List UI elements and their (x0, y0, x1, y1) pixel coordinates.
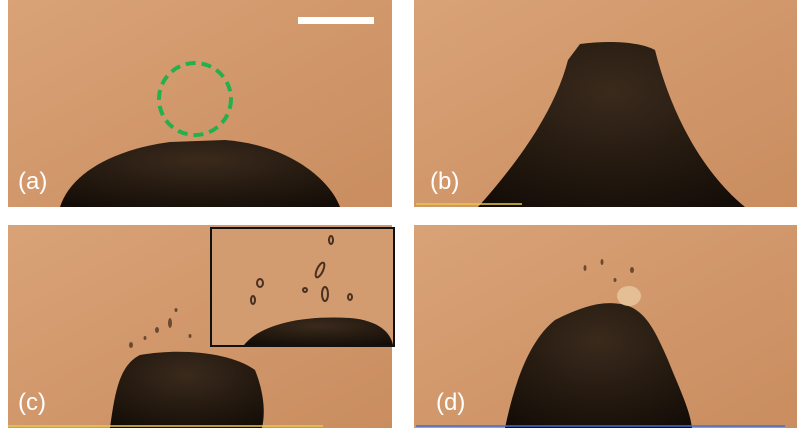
panel-label: (c) (18, 389, 46, 416)
scale-bar (298, 17, 374, 24)
page: {"panels": [{"label": "(a)"}, {"label": … (0, 0, 797, 428)
panel-c: (c) (8, 225, 394, 428)
panel-label: (d) (436, 389, 465, 416)
panel-d: (d) (414, 225, 797, 428)
sample-tip (110, 352, 264, 428)
figure: (a) (b) (c) (0, 0, 797, 428)
panel-label: (b) (430, 168, 459, 195)
panel-label: (a) (18, 168, 47, 195)
droplet (617, 286, 641, 306)
panel-a: (a) (8, 0, 392, 207)
panel-b: (b) (414, 0, 797, 207)
